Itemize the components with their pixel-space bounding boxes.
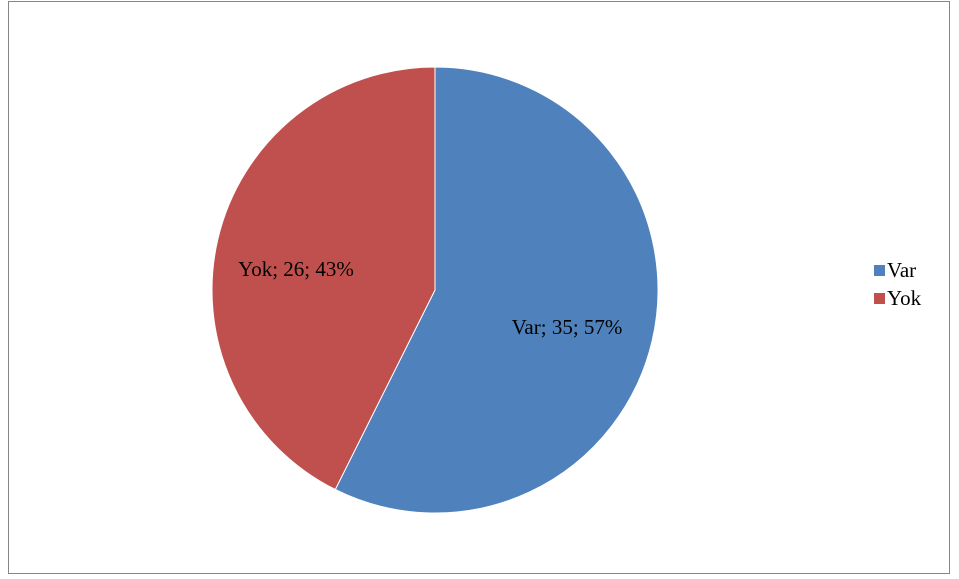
data-label-var: Var; 35; 57% — [512, 315, 623, 339]
legend-swatch-yok — [874, 292, 885, 304]
pie-slice-yok — [211, 66, 436, 491]
legend-item-var: Var — [874, 257, 921, 283]
legend-swatch-var — [874, 264, 885, 276]
data-label-yok: Yok; 26; 43% — [238, 257, 354, 281]
legend-item-yok: Yok — [874, 285, 921, 311]
data-labels: Var; 35; 57% Yok; 26; 43% — [238, 257, 622, 339]
legend-label-var: Var — [887, 257, 917, 282]
legend-label-yok: Yok — [887, 285, 922, 310]
legend: Var Yok — [874, 257, 921, 313]
pie-slices — [211, 66, 659, 514]
pie-slice-var — [334, 66, 659, 514]
